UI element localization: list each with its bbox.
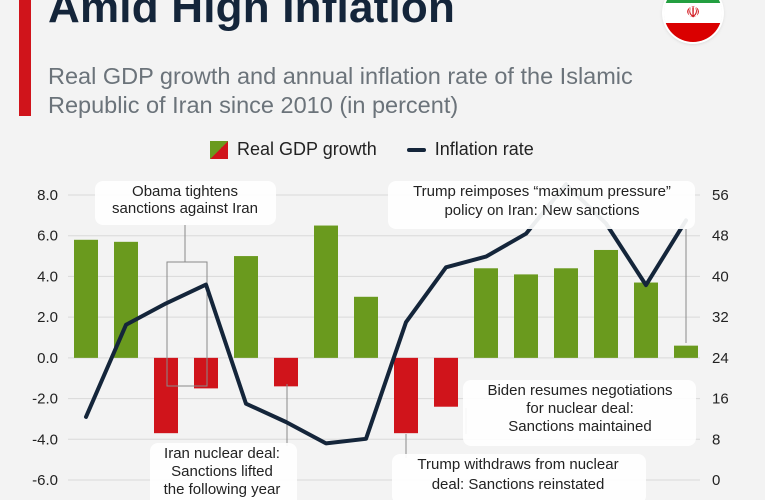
gdp-bar	[194, 357, 218, 389]
left-tick-label: 8.0	[37, 187, 58, 204]
left-tick-label: 4.0	[37, 268, 58, 285]
right-tick-label: 40	[712, 268, 729, 285]
right-tick-label: 32	[712, 309, 729, 326]
annotation-box	[95, 181, 276, 225]
annotation-text: Obama tightens	[132, 183, 238, 200]
annotation-text: Trump withdraws from nuclear	[417, 456, 618, 473]
annotation-text: for nuclear deal:	[526, 400, 634, 417]
gdp-bar	[234, 256, 258, 358]
inflation-legend-swatch	[406, 147, 426, 152]
annotation-box	[463, 380, 696, 446]
inflation-legend-label: Inflation rate	[434, 139, 534, 159]
right-tick-label: 16	[712, 391, 729, 408]
flag-emblem-icon: ☫	[685, 4, 701, 22]
right-tick-label: 24	[712, 350, 729, 367]
annotation-trump-withdraws: Trump withdraws from nuclear deal: Sancti…	[392, 454, 646, 500]
legend: Real GDP growth Inflation rate	[210, 139, 534, 160]
left-axis-ticks: 8.0 6.0 4.0 2.0 0.0 -2.0 -4.0 -6.0	[32, 187, 58, 489]
gdp-bar	[514, 274, 538, 358]
annotation-text: policy on Iran: New sanctions	[444, 202, 639, 219]
annotation-box	[392, 454, 646, 500]
right-tick-label: 0	[712, 472, 720, 489]
gdp-bars	[74, 225, 698, 434]
gdp-legend-label: Real GDP growth	[237, 139, 377, 159]
gdp-bar	[434, 357, 458, 407]
gdp-bar	[394, 357, 418, 434]
annotation-text: Sanctions maintained	[508, 418, 651, 435]
gdp-bar	[474, 268, 498, 358]
annotation-text: Iran nuclear deal:	[164, 445, 280, 462]
annotation-box	[150, 443, 297, 500]
annotation-text: the following year	[164, 481, 281, 498]
left-tick-label: -6.0	[32, 472, 58, 489]
gdp-bar	[554, 268, 578, 358]
left-tick-label: 0.0	[37, 350, 58, 367]
gdp-bar	[314, 225, 338, 358]
annotation-trump-pressure: Trump reimposes “maximum pressure” policy…	[388, 181, 695, 229]
right-tick-label: 48	[712, 228, 729, 245]
chart-title: Amid High Inflation	[48, 0, 456, 32]
gdp-bar	[634, 282, 658, 358]
iran-flag-icon: ☫	[664, 0, 722, 42]
chart-subtitle: Real GDP growth and annual inflation rat…	[48, 63, 633, 118]
gdp-bar	[354, 296, 378, 358]
annotation-box	[388, 181, 695, 229]
gdp-bar	[154, 357, 178, 434]
annotation-connectors	[166, 225, 687, 458]
left-tick-label: -4.0	[32, 431, 58, 448]
accent-bar	[19, 0, 31, 116]
gdp-bar	[594, 249, 618, 358]
flag-white-band	[664, 3, 722, 23]
gdp-bar	[74, 239, 98, 358]
right-tick-label: 8	[712, 431, 720, 448]
right-axis-ticks: 56 48 40 32 24 16 8 0	[712, 187, 729, 489]
gdp-legend-swatch	[210, 140, 228, 159]
flag-red-band	[664, 22, 722, 42]
left-tick-label: 6.0	[37, 228, 58, 245]
flag-green-band	[664, 0, 722, 4]
annotation-text: Biden resumes negotiations	[487, 382, 672, 399]
left-tick-label: 2.0	[37, 309, 58, 326]
left-tick-label: -2.0	[32, 391, 58, 408]
annotation-text: deal: Sanctions reinstated	[432, 476, 605, 493]
gdp-bar	[674, 345, 698, 358]
annotation-text: Trump reimposes “maximum pressure”	[413, 183, 671, 200]
right-tick-label: 56	[712, 187, 729, 204]
annotation-text: sanctions against Iran	[112, 200, 258, 217]
obama-period-box	[166, 261, 208, 387]
annotation-text: Sanctions lifted	[171, 463, 273, 480]
gdp-bar	[274, 357, 298, 387]
